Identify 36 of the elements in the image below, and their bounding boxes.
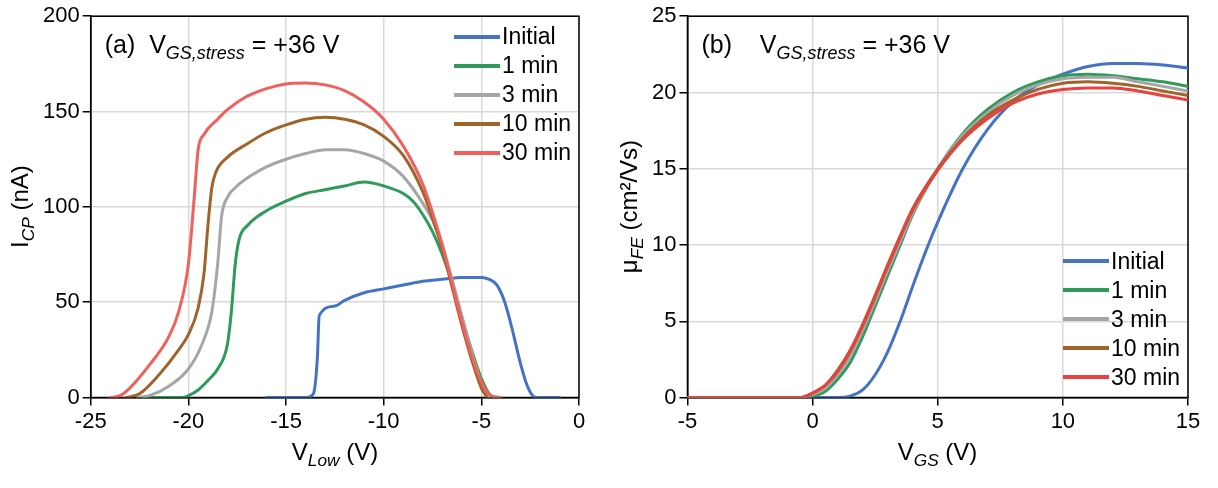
- legend-label: 1 min: [502, 51, 559, 81]
- y-tick-label: 5: [664, 307, 677, 333]
- legend-label: Initial: [502, 22, 556, 52]
- legend-label: 3 min: [502, 80, 559, 110]
- x-tick-label: -10: [367, 407, 400, 433]
- annotation: (a) V$_{GS,stress}$ = +36 V: [104, 30, 340, 64]
- y-tick-label: 150: [42, 97, 80, 123]
- x-tick-label: 15: [1175, 407, 1201, 433]
- x-tick-label: -5: [471, 407, 492, 433]
- legend-label: 1 min: [1111, 275, 1168, 305]
- y-tick-label: 10: [651, 231, 677, 257]
- legend-label: 10 min: [502, 109, 572, 139]
- y-tick-label: 100: [42, 192, 80, 218]
- x-tick-label: 10: [1050, 407, 1076, 433]
- y-tick-label: 0: [664, 383, 677, 409]
- x-tick-label: 5: [931, 407, 944, 433]
- y-tick-label: 0: [67, 383, 80, 409]
- x-axis-title: V$_{Low}$ (V): [291, 437, 379, 470]
- y-tick-label: 50: [55, 288, 80, 314]
- y-tick-label: 25: [651, 2, 677, 28]
- x-tick-label: -25: [74, 407, 107, 433]
- legend-label: 30 min: [1111, 362, 1181, 392]
- legend-label: Initial: [1111, 246, 1165, 276]
- y-tick-label: 200: [42, 2, 80, 28]
- x-tick-label: -5: [677, 407, 698, 433]
- x-tick-label: 0: [806, 407, 819, 433]
- y-tick-label: 20: [651, 78, 677, 104]
- legend-label: 10 min: [1111, 333, 1181, 363]
- x-tick-label: -20: [172, 407, 205, 433]
- y-tick-label: 15: [651, 154, 677, 180]
- x-tick-label: 0: [572, 407, 586, 433]
- legend-label: 3 min: [1111, 304, 1168, 334]
- annotation: (b) V$_{GS,stress}$ = +36 V: [701, 30, 951, 64]
- x-tick-label: -15: [270, 407, 302, 433]
- x-axis-title: V$_{GS}$ (V): [897, 437, 978, 470]
- legend-label: 30 min: [502, 138, 572, 168]
